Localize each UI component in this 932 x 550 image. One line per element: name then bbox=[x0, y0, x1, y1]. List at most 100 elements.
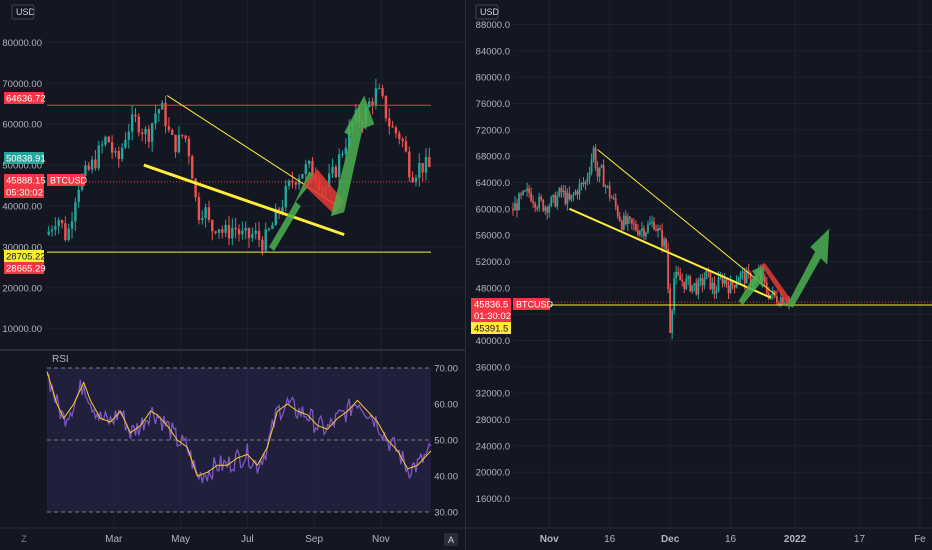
candle-body bbox=[649, 223, 651, 225]
right-chart-canvas[interactable]: USD 88000.0 84000.0 80000.0 76000.0 72000.0 68… bbox=[466, 0, 932, 550]
candle-body bbox=[723, 279, 726, 284]
candle-body bbox=[421, 162, 424, 173]
candle-body bbox=[554, 194, 557, 207]
candle-body bbox=[582, 182, 585, 185]
candle-body bbox=[574, 191, 577, 195]
price-label: 45888.15 bbox=[6, 176, 46, 187]
green-projection-arrow bbox=[330, 95, 375, 217]
candle-body bbox=[778, 302, 780, 306]
y-tick-label: 80000.0 bbox=[476, 73, 510, 84]
left-chart-panel[interactable]: USD 80000.00 70000.00 60000.00 50000.00 40000… bbox=[0, 0, 465, 550]
candle-body bbox=[528, 188, 531, 193]
right-chart-panel[interactable]: USD 88000.0 84000.0 80000.0 76000.0 72000.0 68… bbox=[466, 0, 932, 550]
candle-body bbox=[267, 228, 271, 230]
candle-body bbox=[667, 248, 670, 290]
candle-body bbox=[311, 161, 314, 175]
candle-body bbox=[301, 174, 304, 179]
candle-body bbox=[576, 191, 579, 195]
candle-body bbox=[67, 228, 70, 241]
candle-body bbox=[566, 192, 569, 204]
candle-body bbox=[241, 230, 244, 235]
candle-body bbox=[677, 271, 680, 275]
candle-body bbox=[520, 193, 522, 195]
currency-button[interactable] bbox=[11, 4, 35, 20]
candle-body bbox=[398, 133, 401, 140]
price-label-bg bbox=[4, 92, 44, 104]
y-tick-label: 52000.0 bbox=[476, 257, 510, 268]
candle-body bbox=[414, 177, 418, 183]
y-tick-label: 64000.0 bbox=[476, 178, 510, 189]
candle-body bbox=[281, 207, 284, 213]
green-projection-arrow bbox=[786, 228, 830, 308]
candle-body bbox=[264, 229, 267, 251]
trendline bbox=[143, 163, 345, 237]
candle-body bbox=[705, 269, 708, 280]
candle-body bbox=[526, 188, 529, 191]
candle-body bbox=[679, 274, 682, 281]
candle-body bbox=[368, 101, 371, 107]
candle-body bbox=[50, 229, 54, 232]
candle-body bbox=[655, 229, 657, 231]
candle-body bbox=[184, 135, 187, 139]
candle-body bbox=[516, 203, 518, 211]
candle-body bbox=[207, 207, 211, 220]
candle-body bbox=[689, 276, 692, 292]
candle-body bbox=[671, 310, 674, 334]
symbol-tag: BTCUSD bbox=[50, 176, 88, 186]
candle-body bbox=[739, 272, 742, 278]
candle-body bbox=[114, 151, 117, 153]
countdown-bg bbox=[4, 186, 44, 198]
candle-body bbox=[197, 197, 201, 221]
candle-body bbox=[388, 118, 391, 127]
candle-body bbox=[570, 194, 573, 200]
candle-body bbox=[401, 139, 404, 142]
x-tick-label: 16 bbox=[725, 534, 737, 545]
candle-body bbox=[643, 228, 645, 237]
candle-body bbox=[287, 180, 291, 187]
candle-body bbox=[140, 132, 144, 135]
candle-body bbox=[681, 280, 684, 282]
candle-body bbox=[558, 188, 561, 197]
candle-body bbox=[177, 134, 181, 153]
price-label: 28705.22 bbox=[6, 252, 46, 263]
candle-body bbox=[560, 188, 563, 193]
candle-body bbox=[550, 197, 553, 207]
candle-body bbox=[334, 166, 338, 177]
candle-body bbox=[234, 227, 237, 230]
candle-body bbox=[546, 207, 549, 213]
countdown-label: 01:30:02 bbox=[474, 311, 511, 322]
left-chart-canvas[interactable]: USD 80000.00 70000.00 60000.00 50000.00 40000… bbox=[0, 0, 465, 550]
candle-body bbox=[580, 182, 583, 185]
rsi-title: RSI bbox=[52, 354, 69, 365]
candle-body bbox=[77, 189, 80, 203]
y-tick-label: 16000.0 bbox=[476, 494, 510, 505]
y-tick-label: 24000.0 bbox=[476, 441, 510, 452]
candle-body bbox=[634, 224, 637, 231]
candle-body bbox=[347, 126, 351, 148]
x-tick-label: Dec bbox=[661, 534, 680, 545]
candle-body bbox=[94, 159, 97, 169]
candle-body bbox=[598, 167, 601, 177]
candle-body bbox=[703, 279, 706, 286]
candle-body bbox=[378, 88, 381, 90]
candle-body bbox=[594, 147, 597, 168]
price-label-bg bbox=[471, 298, 511, 322]
pane-divider[interactable] bbox=[465, 0, 466, 550]
candle-body bbox=[600, 165, 603, 168]
candle-body bbox=[624, 215, 627, 225]
candle-body bbox=[532, 201, 535, 204]
rsi-y-tick-label: 50.00 bbox=[434, 436, 458, 447]
candle-body bbox=[711, 282, 714, 290]
candle-body bbox=[134, 114, 137, 117]
candle-body bbox=[683, 281, 686, 289]
autoscale-button[interactable] bbox=[444, 533, 458, 546]
green-projection-arrow bbox=[269, 171, 316, 251]
rsi-y-tick-label: 70.00 bbox=[434, 364, 458, 375]
currency-button[interactable] bbox=[475, 4, 499, 20]
candle-body bbox=[191, 156, 194, 179]
price-label-bg bbox=[4, 262, 44, 274]
candle-body bbox=[773, 290, 776, 297]
price-label-bg bbox=[471, 322, 511, 334]
candle-body bbox=[384, 95, 388, 119]
candle-body bbox=[167, 126, 171, 131]
